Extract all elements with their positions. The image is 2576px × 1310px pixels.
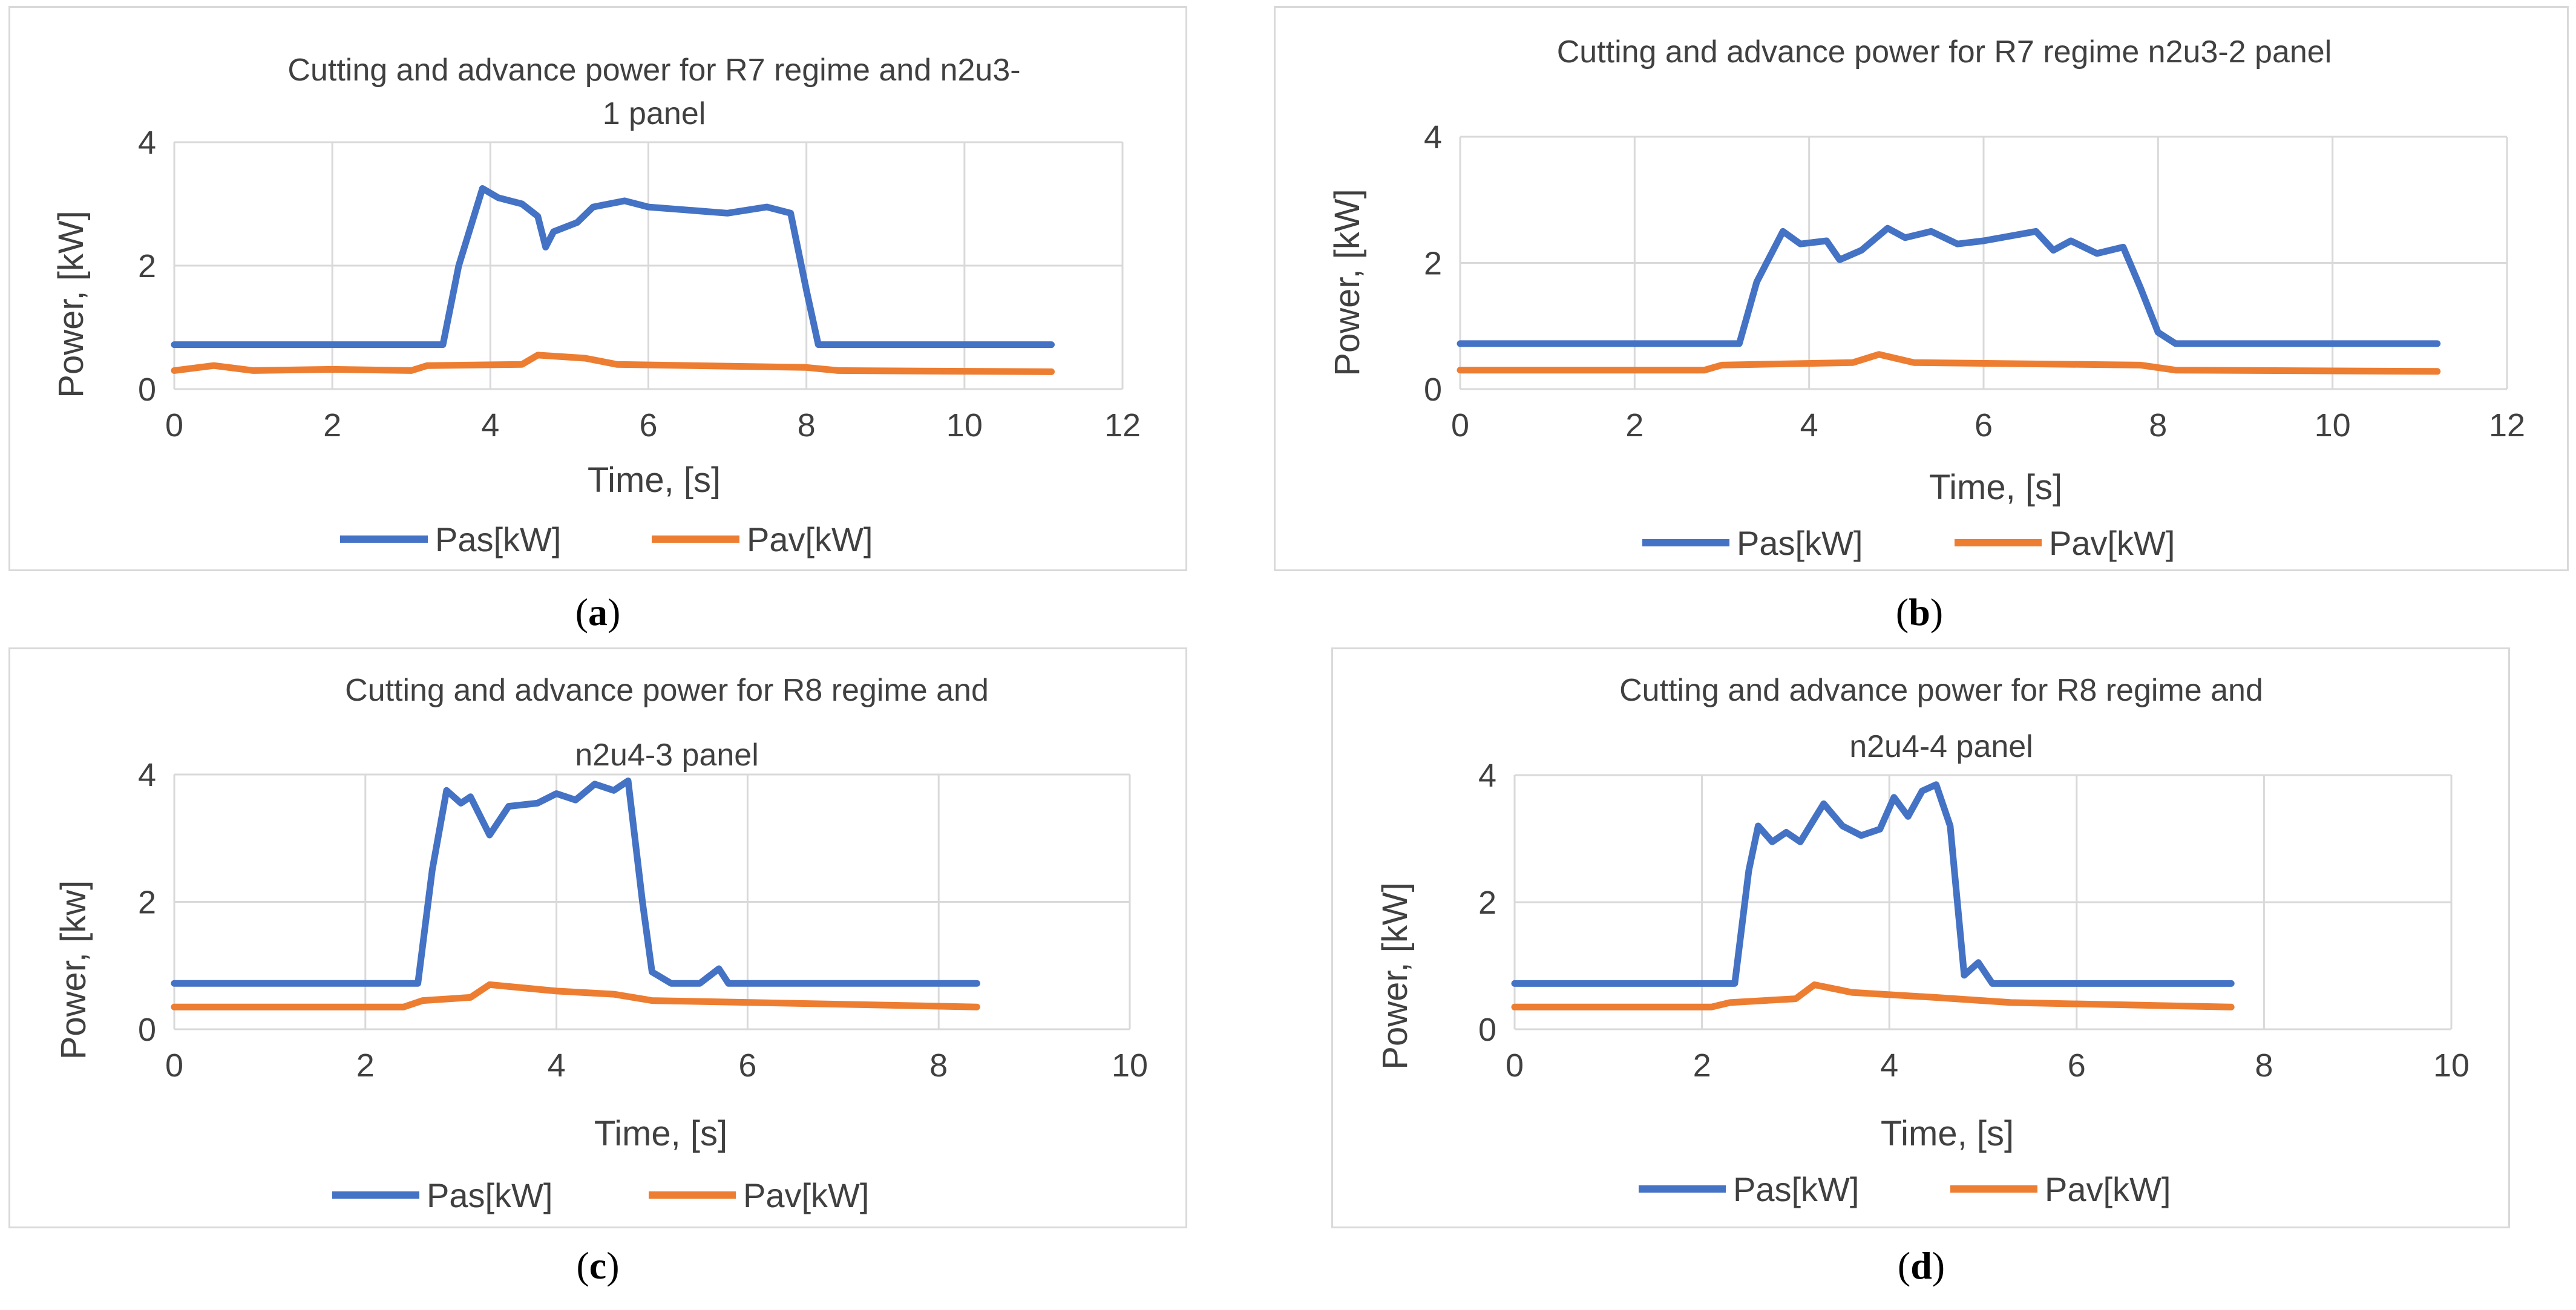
- chart-panel-b: Cutting and advance power for R7 regime …: [1274, 6, 2569, 571]
- chart-title-line2: n2u4-3 panel: [575, 738, 759, 773]
- series-line-pas: [171, 185, 1055, 349]
- x-tick-label: 0: [165, 1047, 183, 1084]
- x-tick-label: 2: [1625, 407, 1644, 444]
- y-tick-label: 4: [138, 757, 156, 793]
- legend-label-pav: Pav[kW]: [2049, 524, 2175, 562]
- chart-title-line1: Cutting and advance power for R8 regime …: [345, 673, 989, 708]
- caption-b: (b): [1895, 591, 1944, 634]
- y-tick-label: 2: [138, 885, 156, 921]
- x-tick-label: 0: [1451, 407, 1469, 444]
- legend: Pas[kW] Pav[kW]: [1639, 1170, 2171, 1208]
- legend: Pas[kW] Pav[kW]: [332, 1176, 869, 1214]
- x-tick-label: 0: [165, 407, 183, 444]
- chart-panel-d: Cutting and advance power for R8 regime …: [1331, 647, 2510, 1228]
- chart-svg-c: Cutting and advance power for R8 regime …: [54, 673, 1148, 1214]
- series-line-pas: [1511, 781, 2235, 987]
- x-axis-label: Time, [s]: [594, 1114, 727, 1153]
- y-tick-label: 0: [138, 372, 156, 408]
- x-tick-label: 8: [2149, 407, 2167, 444]
- chart-panel-a: Cutting and advance power for R7 regime …: [8, 6, 1187, 571]
- x-tick-label: 2: [356, 1047, 375, 1084]
- y-tick-label: 2: [1478, 885, 1496, 921]
- chart-svg-b: Cutting and advance power for R7 regime …: [1328, 34, 2525, 562]
- caption-a: (a): [575, 591, 621, 634]
- caption-c: (c): [576, 1244, 620, 1287]
- legend-label-pav: Pav[kW]: [743, 1176, 869, 1214]
- legend-label-pas: Pas[kW]: [427, 1176, 552, 1214]
- chart-panel-c: Cutting and advance power for R8 regime …: [8, 647, 1187, 1228]
- y-tick-label: 4: [1424, 119, 1442, 156]
- chart-title-line1: Cutting and advance power for R7 regime …: [1557, 34, 2332, 70]
- legend-label-pav: Pav[kW]: [747, 520, 873, 558]
- legend-label-pas: Pas[kW]: [1737, 524, 1863, 562]
- x-tick-label: 10: [946, 407, 983, 444]
- x-tick-label: 6: [639, 407, 657, 444]
- x-tick-label: 12: [1104, 407, 1141, 444]
- plot-area: 0 2 4 6 8 10 12 0 2 4: [138, 125, 1141, 444]
- x-tick-label: 6: [1975, 407, 1993, 444]
- x-tick-label: 6: [2068, 1047, 2086, 1084]
- x-tick-label: 4: [1800, 407, 1818, 444]
- y-tick-label: 4: [1478, 758, 1496, 794]
- chart-title-line2: n2u4-4 panel: [1849, 729, 2033, 764]
- y-tick-label: 0: [138, 1012, 156, 1048]
- x-tick-label: 4: [1880, 1047, 1898, 1084]
- x-axis-label: Time, [s]: [1881, 1114, 2014, 1153]
- y-axis-label: Power, [kW]: [51, 211, 91, 398]
- y-tick-label: 0: [1478, 1012, 1496, 1048]
- chart-title-line1: Cutting and advance power for R8 regime …: [1619, 673, 2263, 708]
- legend-label-pav: Pav[kW]: [2045, 1170, 2171, 1208]
- y-tick-label: 2: [1424, 246, 1442, 282]
- series-line-pav: [171, 352, 1055, 375]
- plot-area: 0 2 4 6 8 10 12 0 2 4: [1424, 119, 2525, 444]
- series-line-pas: [171, 778, 980, 987]
- y-axis-label: Power, [kW]: [1375, 882, 1415, 1069]
- y-axis-label: Power, [kw]: [54, 880, 93, 1060]
- legend-label-pas: Pas[kW]: [1733, 1170, 1859, 1208]
- chart-title-line2: 1 panel: [603, 96, 706, 131]
- chart-title-line1: Cutting and advance power for R7 regime …: [287, 53, 1020, 88]
- y-axis-label: Power, [kW]: [1328, 189, 1367, 376]
- x-tick-label: 8: [929, 1047, 948, 1084]
- plot-area: 0 2 4 6 8 10 0 2 4: [138, 757, 1148, 1084]
- chart-svg-a: Cutting and advance power for R7 regime …: [51, 53, 1141, 558]
- caption-d: (d): [1897, 1244, 1945, 1287]
- x-tick-label: 4: [548, 1047, 566, 1084]
- legend: Pas[kW] Pav[kW]: [1642, 524, 2175, 562]
- y-tick-label: 2: [138, 248, 156, 284]
- series-line-pav: [171, 981, 980, 1010]
- x-tick-label: 2: [1693, 1047, 1711, 1084]
- x-tick-label: 6: [738, 1047, 756, 1084]
- x-tick-label: 10: [2433, 1047, 2469, 1084]
- series-line-pav: [1457, 351, 2441, 375]
- x-tick-label: 4: [481, 407, 499, 444]
- x-axis-label: Time, [s]: [588, 460, 721, 500]
- x-tick-label: 0: [1506, 1047, 1524, 1084]
- series-line-pav: [1511, 981, 2235, 1010]
- y-tick-label: 4: [138, 125, 156, 161]
- x-tick-label: 8: [798, 407, 816, 444]
- x-tick-label: 2: [323, 407, 341, 444]
- x-tick-label: 12: [2489, 407, 2525, 444]
- series-line-pas: [1457, 224, 2441, 347]
- legend-label-pas: Pas[kW]: [435, 520, 561, 558]
- x-tick-label: 8: [2255, 1047, 2273, 1084]
- chart-svg-d: Cutting and advance power for R8 regime …: [1375, 673, 2469, 1208]
- x-axis-label: Time, [s]: [1929, 468, 2062, 507]
- legend: Pas[kW] Pav[kW]: [340, 520, 873, 558]
- plot-area: 0 2 4 6 8 10 0 2 4: [1478, 758, 2469, 1084]
- y-tick-label: 0: [1424, 372, 1442, 408]
- x-tick-label: 10: [1112, 1047, 1148, 1084]
- x-tick-label: 10: [2315, 407, 2351, 444]
